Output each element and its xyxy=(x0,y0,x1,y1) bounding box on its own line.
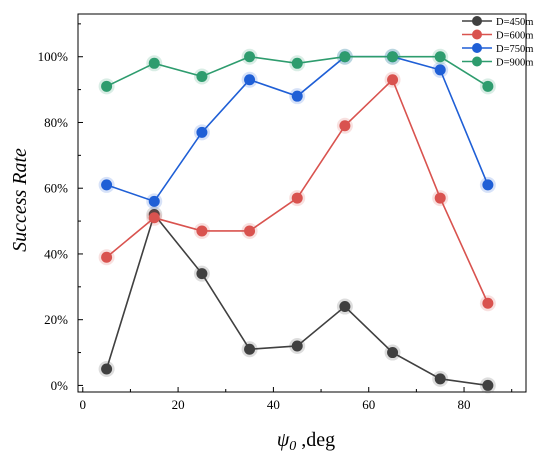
data-point xyxy=(196,225,208,237)
legend-item: D=750m xyxy=(462,43,533,55)
y-tick-label: 40% xyxy=(44,246,68,261)
data-point xyxy=(196,126,208,138)
y-tick-label: 0% xyxy=(51,378,69,393)
series-D=450m xyxy=(98,206,496,394)
data-point xyxy=(244,225,256,237)
x-tick-label: 20 xyxy=(172,397,185,412)
data-point xyxy=(339,120,351,132)
y-axis-ticks: 0% 20% 40% 60% 80% 100% xyxy=(38,23,83,393)
data-point xyxy=(244,343,256,355)
x-axis-unit: ,deg xyxy=(296,429,335,451)
legend-marker xyxy=(472,16,482,26)
data-point xyxy=(387,51,399,63)
x-tick-label: 40 xyxy=(267,397,280,412)
data-point xyxy=(101,363,113,375)
data-point xyxy=(482,80,494,92)
y-tick-label: 100% xyxy=(38,49,69,64)
data-point xyxy=(196,70,208,82)
data-point xyxy=(434,192,446,204)
legend-label: D=450m xyxy=(496,17,533,28)
data-point xyxy=(387,347,399,359)
data-point xyxy=(148,212,160,224)
x-tick-label: 60 xyxy=(362,397,375,412)
data-point xyxy=(291,57,303,69)
data-point xyxy=(339,51,351,63)
legend-item: D=900m xyxy=(462,56,533,68)
y-tick-label: 60% xyxy=(44,181,68,196)
data-point xyxy=(244,74,256,86)
data-point xyxy=(148,195,160,207)
legend-marker xyxy=(472,29,482,40)
data-point xyxy=(244,51,256,63)
legend-marker xyxy=(472,56,482,67)
legend-item: D=600m xyxy=(462,29,533,41)
y-tick-label: 20% xyxy=(44,312,68,327)
data-point xyxy=(387,74,399,86)
data-point xyxy=(101,80,113,92)
x-axis-subscript: 0 xyxy=(289,439,296,454)
x-tick-label: 0 xyxy=(80,397,87,412)
data-point xyxy=(434,64,446,76)
x-axis-symbol: ψ xyxy=(277,429,290,451)
legend: D=450m D=600m D=750m D=900m xyxy=(462,16,533,68)
data-point xyxy=(148,57,160,69)
data-point xyxy=(434,51,446,63)
x-tick-label: 80 xyxy=(458,397,471,412)
series-D=750m xyxy=(98,48,496,210)
data-point xyxy=(291,90,303,102)
x-axis-title: ψ0 ,deg xyxy=(277,429,335,454)
legend-item: D=450m xyxy=(462,16,533,28)
data-point xyxy=(339,301,351,313)
plot-frame xyxy=(77,13,527,393)
data-point xyxy=(482,379,494,391)
series-line xyxy=(105,212,488,387)
data-point xyxy=(196,268,208,280)
data-point xyxy=(482,297,494,309)
series-D=600m xyxy=(98,71,496,312)
legend-label: D=600m xyxy=(496,30,533,41)
data-point xyxy=(101,251,113,263)
data-point xyxy=(434,373,446,385)
y-tick-label: 80% xyxy=(44,115,68,130)
legend-label: D=900m xyxy=(496,57,533,68)
series-line xyxy=(106,55,489,203)
legend-label: D=750m xyxy=(496,44,533,55)
series-D=900m xyxy=(98,48,496,95)
data-point xyxy=(291,340,303,352)
data-point xyxy=(482,179,494,191)
y-axis-title: Success Rate xyxy=(9,148,31,252)
series-layer xyxy=(98,48,496,394)
legend-marker xyxy=(472,43,482,53)
data-point xyxy=(101,179,113,191)
data-point xyxy=(291,192,303,204)
x-axis-ticks: 0 20 40 60 80 xyxy=(80,387,513,412)
